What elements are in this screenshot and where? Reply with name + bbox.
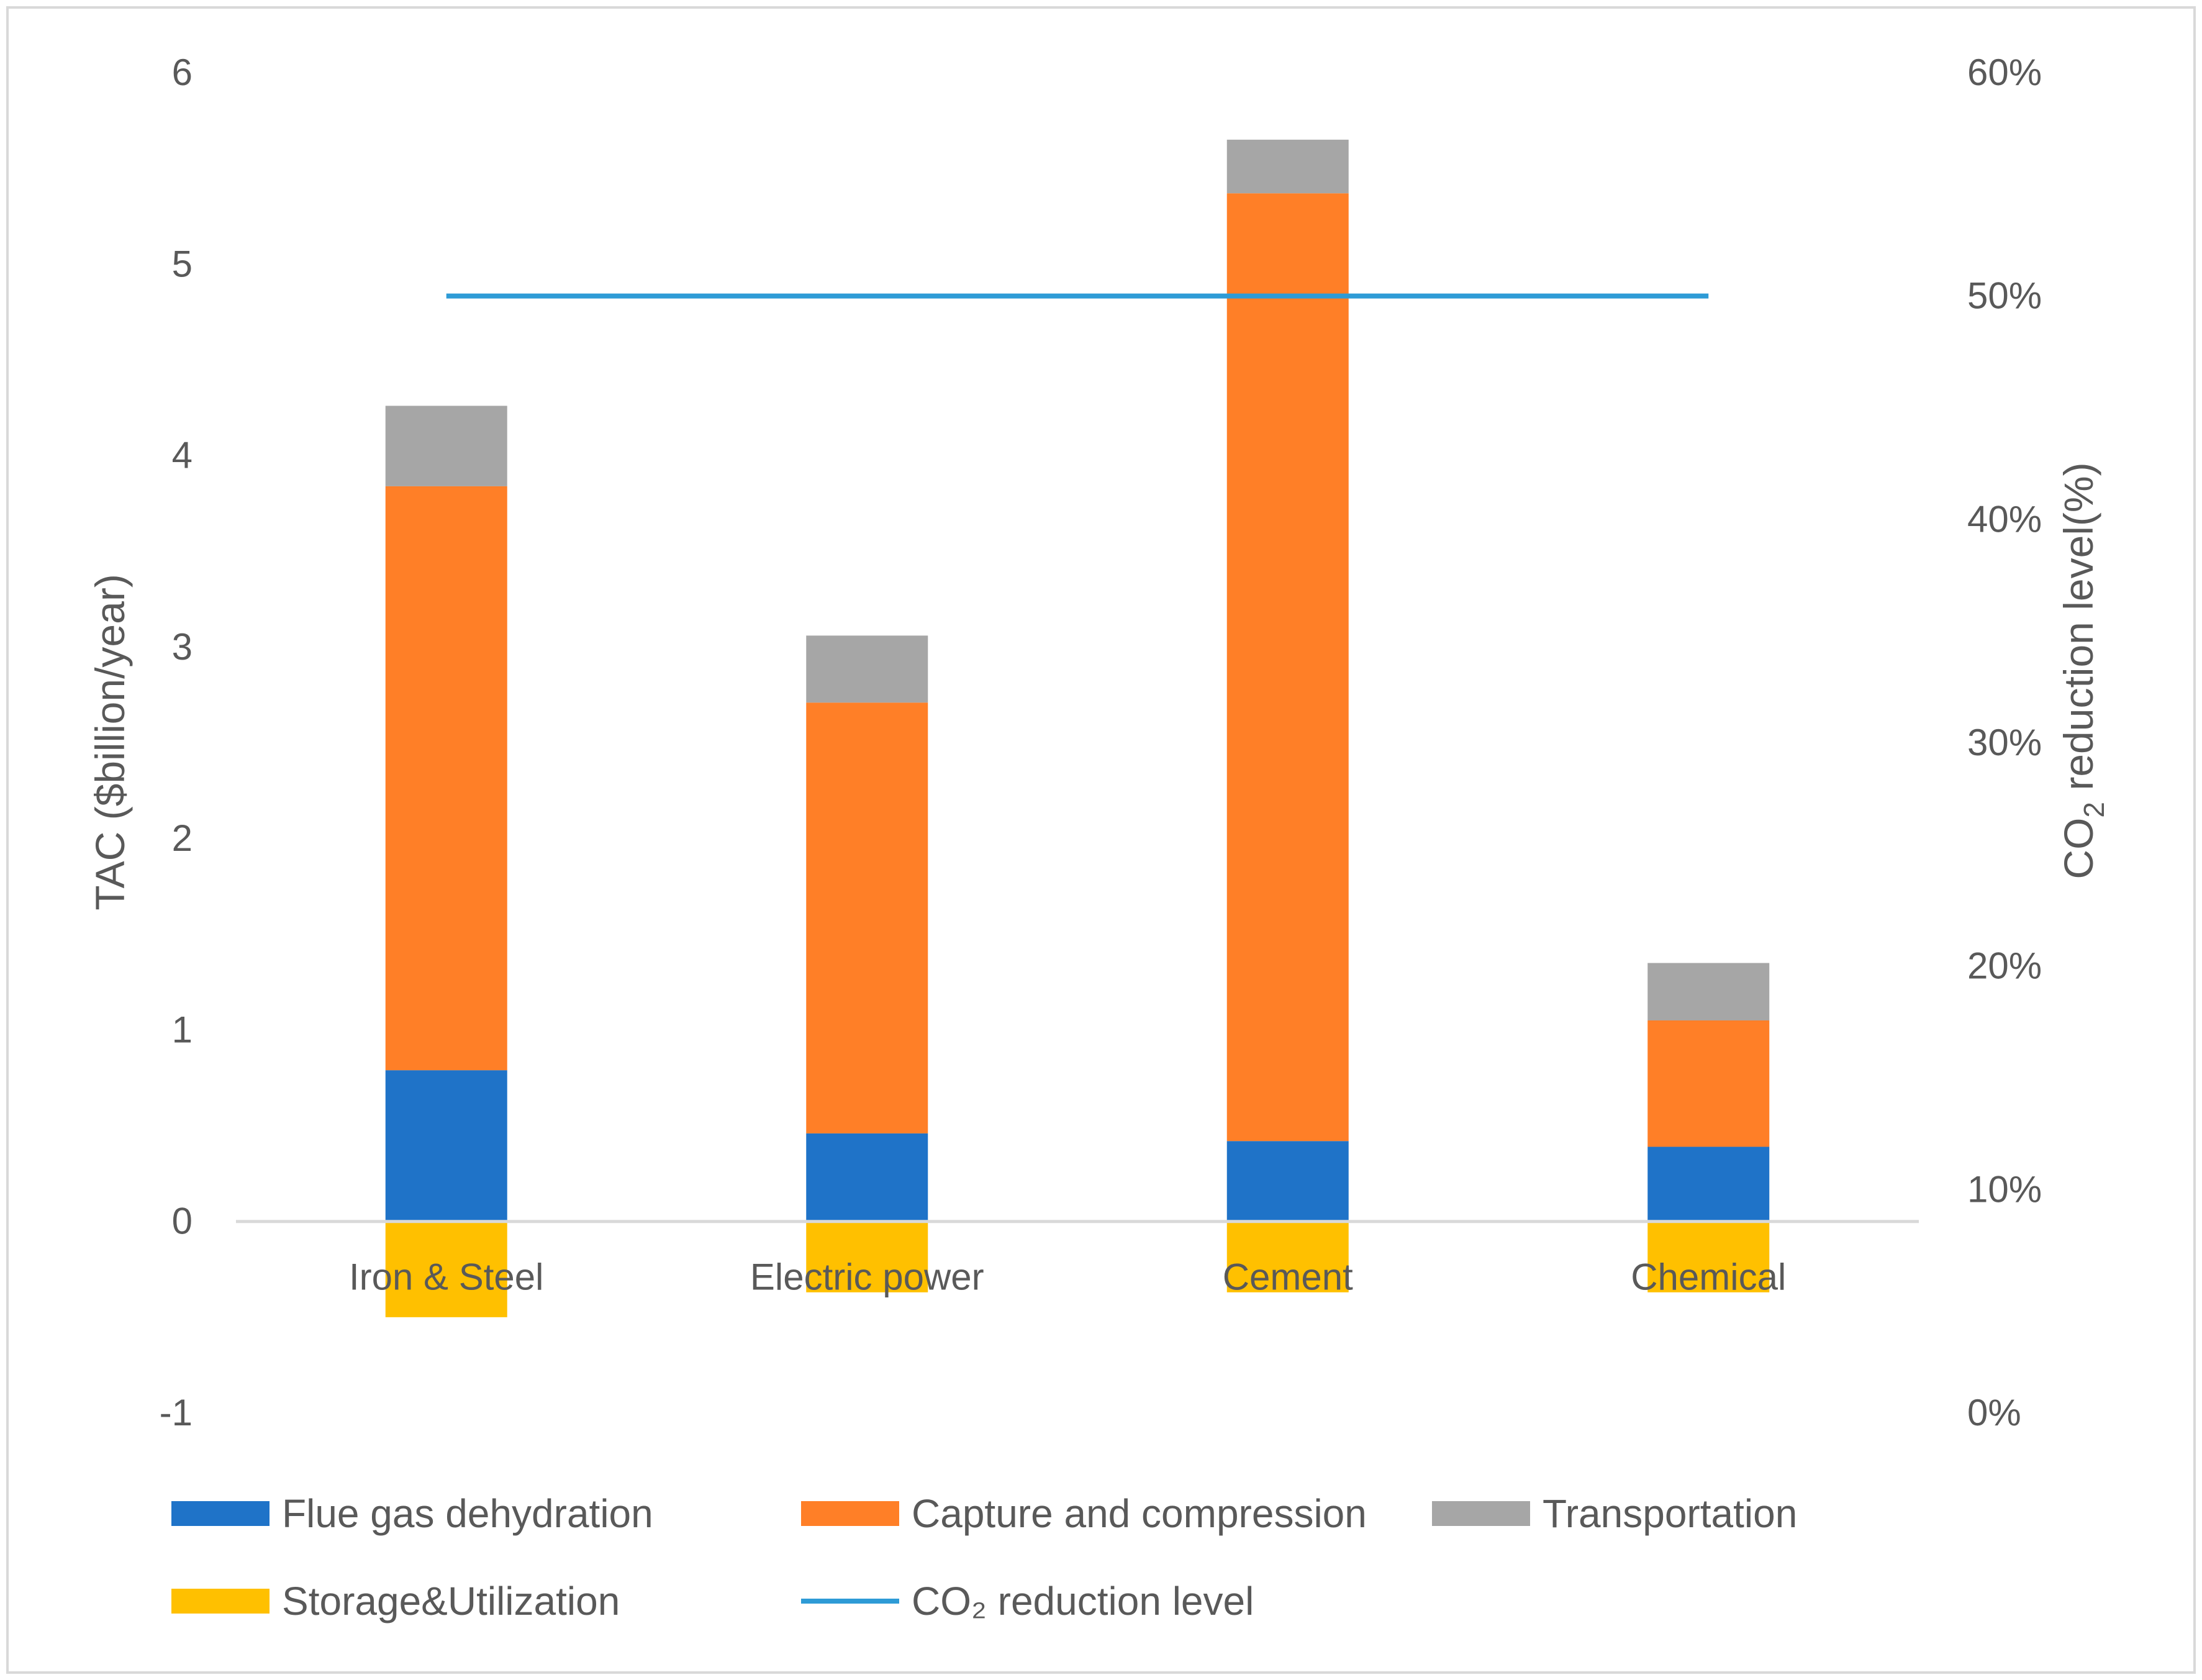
- category-label: Cement: [1223, 1256, 1353, 1298]
- y2-tick-label: 10%: [1967, 1168, 2042, 1210]
- legend-swatch: [801, 1501, 899, 1526]
- y2-tick-label: 30%: [1967, 722, 2042, 763]
- legend-swatch: [171, 1501, 270, 1526]
- legend-label: Capture and compression: [912, 1491, 1367, 1536]
- y2-tick-label: 0%: [1967, 1392, 2021, 1433]
- bar-segment: [1647, 1020, 1770, 1147]
- legend-label: Storage&Utilization: [282, 1579, 620, 1623]
- legend-label: Transportation: [1543, 1491, 1797, 1536]
- legend-label: CO₂ reduction level: [912, 1579, 1254, 1623]
- bar-segment: [1647, 1221, 1770, 1292]
- y2-tick-label: 60%: [1967, 52, 2042, 93]
- y-tick-label: 5: [172, 243, 193, 284]
- y-tick-label: 6: [172, 52, 193, 93]
- bar-segment: [806, 635, 928, 703]
- y-tick-label: -1: [160, 1392, 193, 1433]
- right-axis-ticks: 0% 10% 20% 30% 40% 50% 60%: [1967, 52, 2042, 1433]
- y-tick-label: 0: [172, 1201, 193, 1242]
- y2-axis-title-sub: 2: [2078, 802, 2110, 818]
- bar-segment: [1647, 1146, 1770, 1222]
- bar-segment: [1226, 193, 1349, 1142]
- legend: Flue gas dehydration Capture and compress…: [171, 1491, 1797, 1623]
- bar-segment: [806, 702, 928, 1133]
- y2-axis-title-pre: CO: [2055, 818, 2101, 879]
- bar-segment: [806, 1133, 928, 1222]
- category-label: Chemical: [1631, 1256, 1786, 1298]
- bar-segment: [385, 1221, 507, 1317]
- left-axis-ticks: -1 0 1 2 3 4 5 6: [160, 52, 193, 1433]
- bar-segment: [1647, 963, 1770, 1021]
- legend-swatch: [171, 1589, 270, 1614]
- category-label: Iron & Steel: [349, 1256, 544, 1298]
- bar-segment: [1226, 1141, 1349, 1222]
- category-label: Electric power: [750, 1256, 984, 1298]
- y2-tick-label: 20%: [1967, 945, 2042, 987]
- y2-tick-label: 40%: [1967, 498, 2042, 540]
- bar-segment: [385, 406, 507, 486]
- bars: [385, 139, 1770, 1317]
- bar-segment: [385, 486, 507, 1071]
- y2-axis-title-post: reduction level(%): [2055, 462, 2101, 802]
- y2-tick-label: 50%: [1967, 275, 2042, 317]
- chart-border: [6, 6, 2196, 1674]
- bar-segment: [806, 1221, 928, 1292]
- category-labels: Iron & Steel Electric power Cement Chemical: [349, 1256, 1786, 1298]
- bar-segment: [1226, 139, 1349, 194]
- legend-swatch: [1432, 1501, 1530, 1526]
- y-tick-label: 1: [172, 1009, 193, 1050]
- bar-segment: [1226, 1221, 1349, 1292]
- y-tick-label: 4: [172, 435, 193, 476]
- legend-label: Flue gas dehydration: [282, 1491, 653, 1536]
- y2-axis-title: CO2 reduction level(%): [2055, 462, 2110, 879]
- y-axis-title: TAC ($billion/year): [87, 574, 133, 910]
- y-tick-label: 2: [172, 817, 193, 859]
- bar-segment: [385, 1070, 507, 1222]
- y-tick-label: 3: [172, 626, 193, 668]
